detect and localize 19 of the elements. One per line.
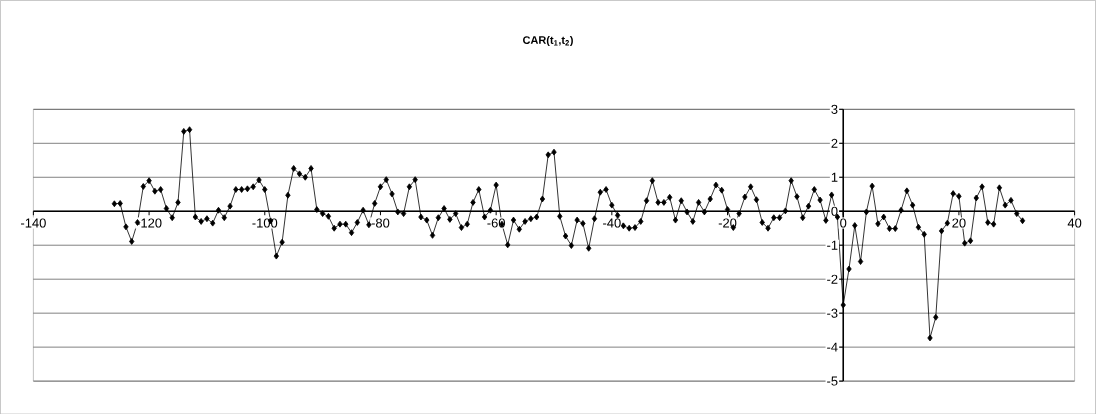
x-tick-label: 40 <box>1067 218 1082 228</box>
y-tick-label: -1 <box>827 240 838 250</box>
y-tick-label: 0 <box>831 206 838 216</box>
x-tick-label: 20 <box>952 218 966 228</box>
x-tick-label: -120 <box>136 218 162 228</box>
chart-title: CAR(t$_{1}$,t$_{2}$) <box>523 35 573 46</box>
y-tick-label: 3 <box>831 104 838 114</box>
y-tick-label: -3 <box>827 308 838 318</box>
x-tick-label: 0 <box>840 218 847 228</box>
y-tick-label: -4 <box>827 342 838 352</box>
x-tick-label: -140 <box>21 218 46 228</box>
x-tick-label: -100 <box>252 218 278 228</box>
x-tick-label: -60 <box>487 218 505 228</box>
x-tick-label: -80 <box>371 218 390 228</box>
y-tick-label: -5 <box>827 376 838 386</box>
y-tick-label: 2 <box>831 138 838 148</box>
x-tick-label: -40 <box>603 218 621 228</box>
y-tick-label: 1 <box>831 172 838 182</box>
y-tick-label: -2 <box>827 274 838 284</box>
